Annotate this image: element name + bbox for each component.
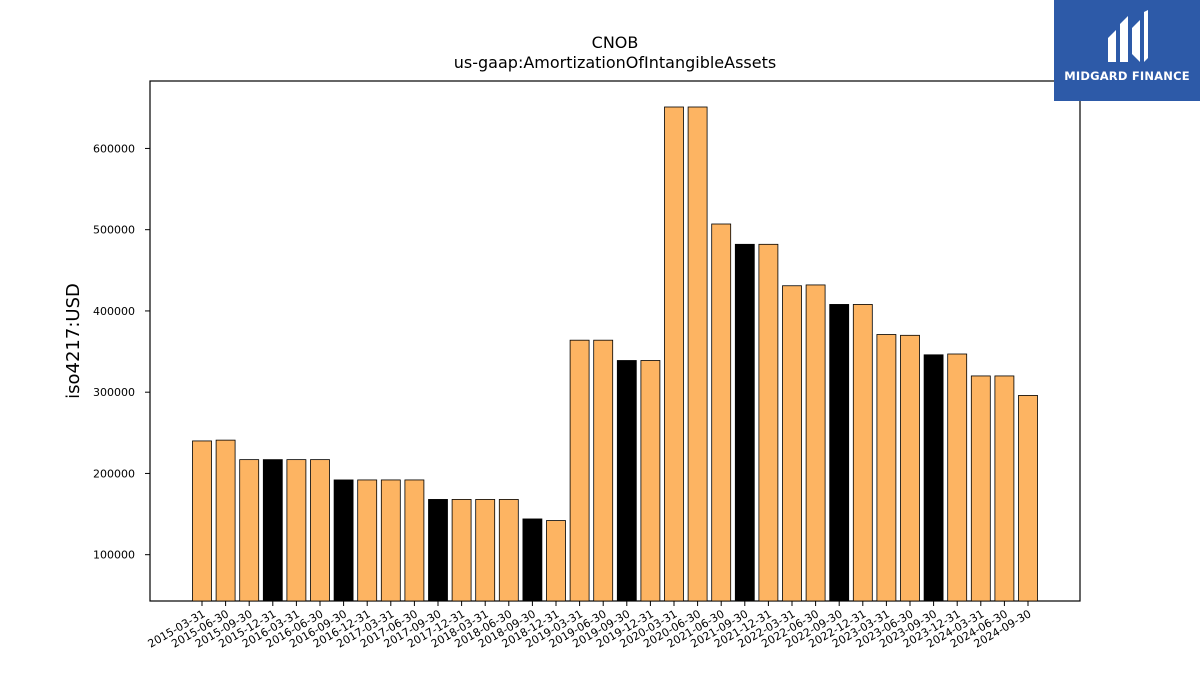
- bar-2017-12-31: [451, 499, 472, 602]
- bars-group: [192, 106, 1038, 602]
- bar-2024-09-30: [1018, 395, 1038, 602]
- y-tick-label: 600000: [93, 142, 135, 155]
- bar-2021-06-30: [711, 223, 732, 602]
- y-tick-label: 300000: [93, 386, 135, 399]
- bar-2016-06-30: [310, 459, 330, 602]
- bar-2018-09-30: [522, 518, 543, 602]
- bar-2023-09-30: [923, 354, 944, 602]
- y-tick-label: 500000: [93, 224, 135, 237]
- bar-2015-06-30: [215, 439, 236, 602]
- bar-2016-12-31: [357, 479, 378, 602]
- y-axis: 100000 200000 300000 400000 500000 600000: [93, 142, 150, 562]
- bar-2022-06-30: [805, 284, 826, 602]
- bar-2020-03-31: [664, 106, 684, 602]
- brand-logo: MIDGARD FINANCE: [1054, 0, 1200, 101]
- bar-2022-03-31: [782, 285, 802, 602]
- bar-2022-09-30: [829, 304, 850, 602]
- bar-2023-06-30: [900, 334, 920, 602]
- bar-2021-12-31: [758, 243, 779, 602]
- bar-2024-06-30: [994, 375, 1015, 602]
- bar-2018-03-31: [475, 499, 496, 602]
- bar-2018-12-31: [546, 520, 566, 602]
- bar-2016-09-30: [333, 479, 354, 602]
- y-tick-label: 400000: [93, 305, 135, 318]
- bar-2016-03-31: [286, 459, 307, 602]
- bar-2015-09-30: [239, 459, 260, 602]
- plot-area: [149, 80, 1081, 602]
- bar-2021-09-30: [734, 243, 755, 602]
- x-axis: 2015-03-312015-06-302015-09-302015-12-31…: [146, 601, 1034, 651]
- bar-2023-12-31: [947, 353, 968, 602]
- bar-2017-03-31: [380, 479, 401, 602]
- y-tick-label: 100000: [93, 549, 135, 562]
- bar-2017-09-30: [428, 499, 448, 602]
- bar-2024-03-31: [970, 375, 991, 602]
- chart-title: CNOB: [591, 33, 639, 52]
- y-axis-label: iso4217:USD: [63, 283, 84, 399]
- bar-2019-03-31: [569, 339, 590, 602]
- bar-2015-12-31: [262, 459, 283, 602]
- bar-2019-12-31: [640, 360, 661, 602]
- bar-2019-06-30: [593, 339, 614, 602]
- chart-subtitle: us-gaap:AmortizationOfIntangibleAssets: [453, 53, 777, 72]
- logo-mark-icon: [1108, 10, 1148, 62]
- bar-2022-12-31: [852, 304, 873, 602]
- bar-2017-06-30: [404, 479, 425, 602]
- bar-2019-09-30: [616, 360, 637, 602]
- bar-2023-03-31: [876, 334, 897, 602]
- bar-2015-03-31: [192, 440, 212, 602]
- logo-text: MIDGARD FINANCE: [1064, 69, 1190, 83]
- bar-2018-06-30: [498, 499, 519, 602]
- y-tick-label: 200000: [93, 467, 135, 480]
- bar-2020-06-30: [687, 106, 708, 602]
